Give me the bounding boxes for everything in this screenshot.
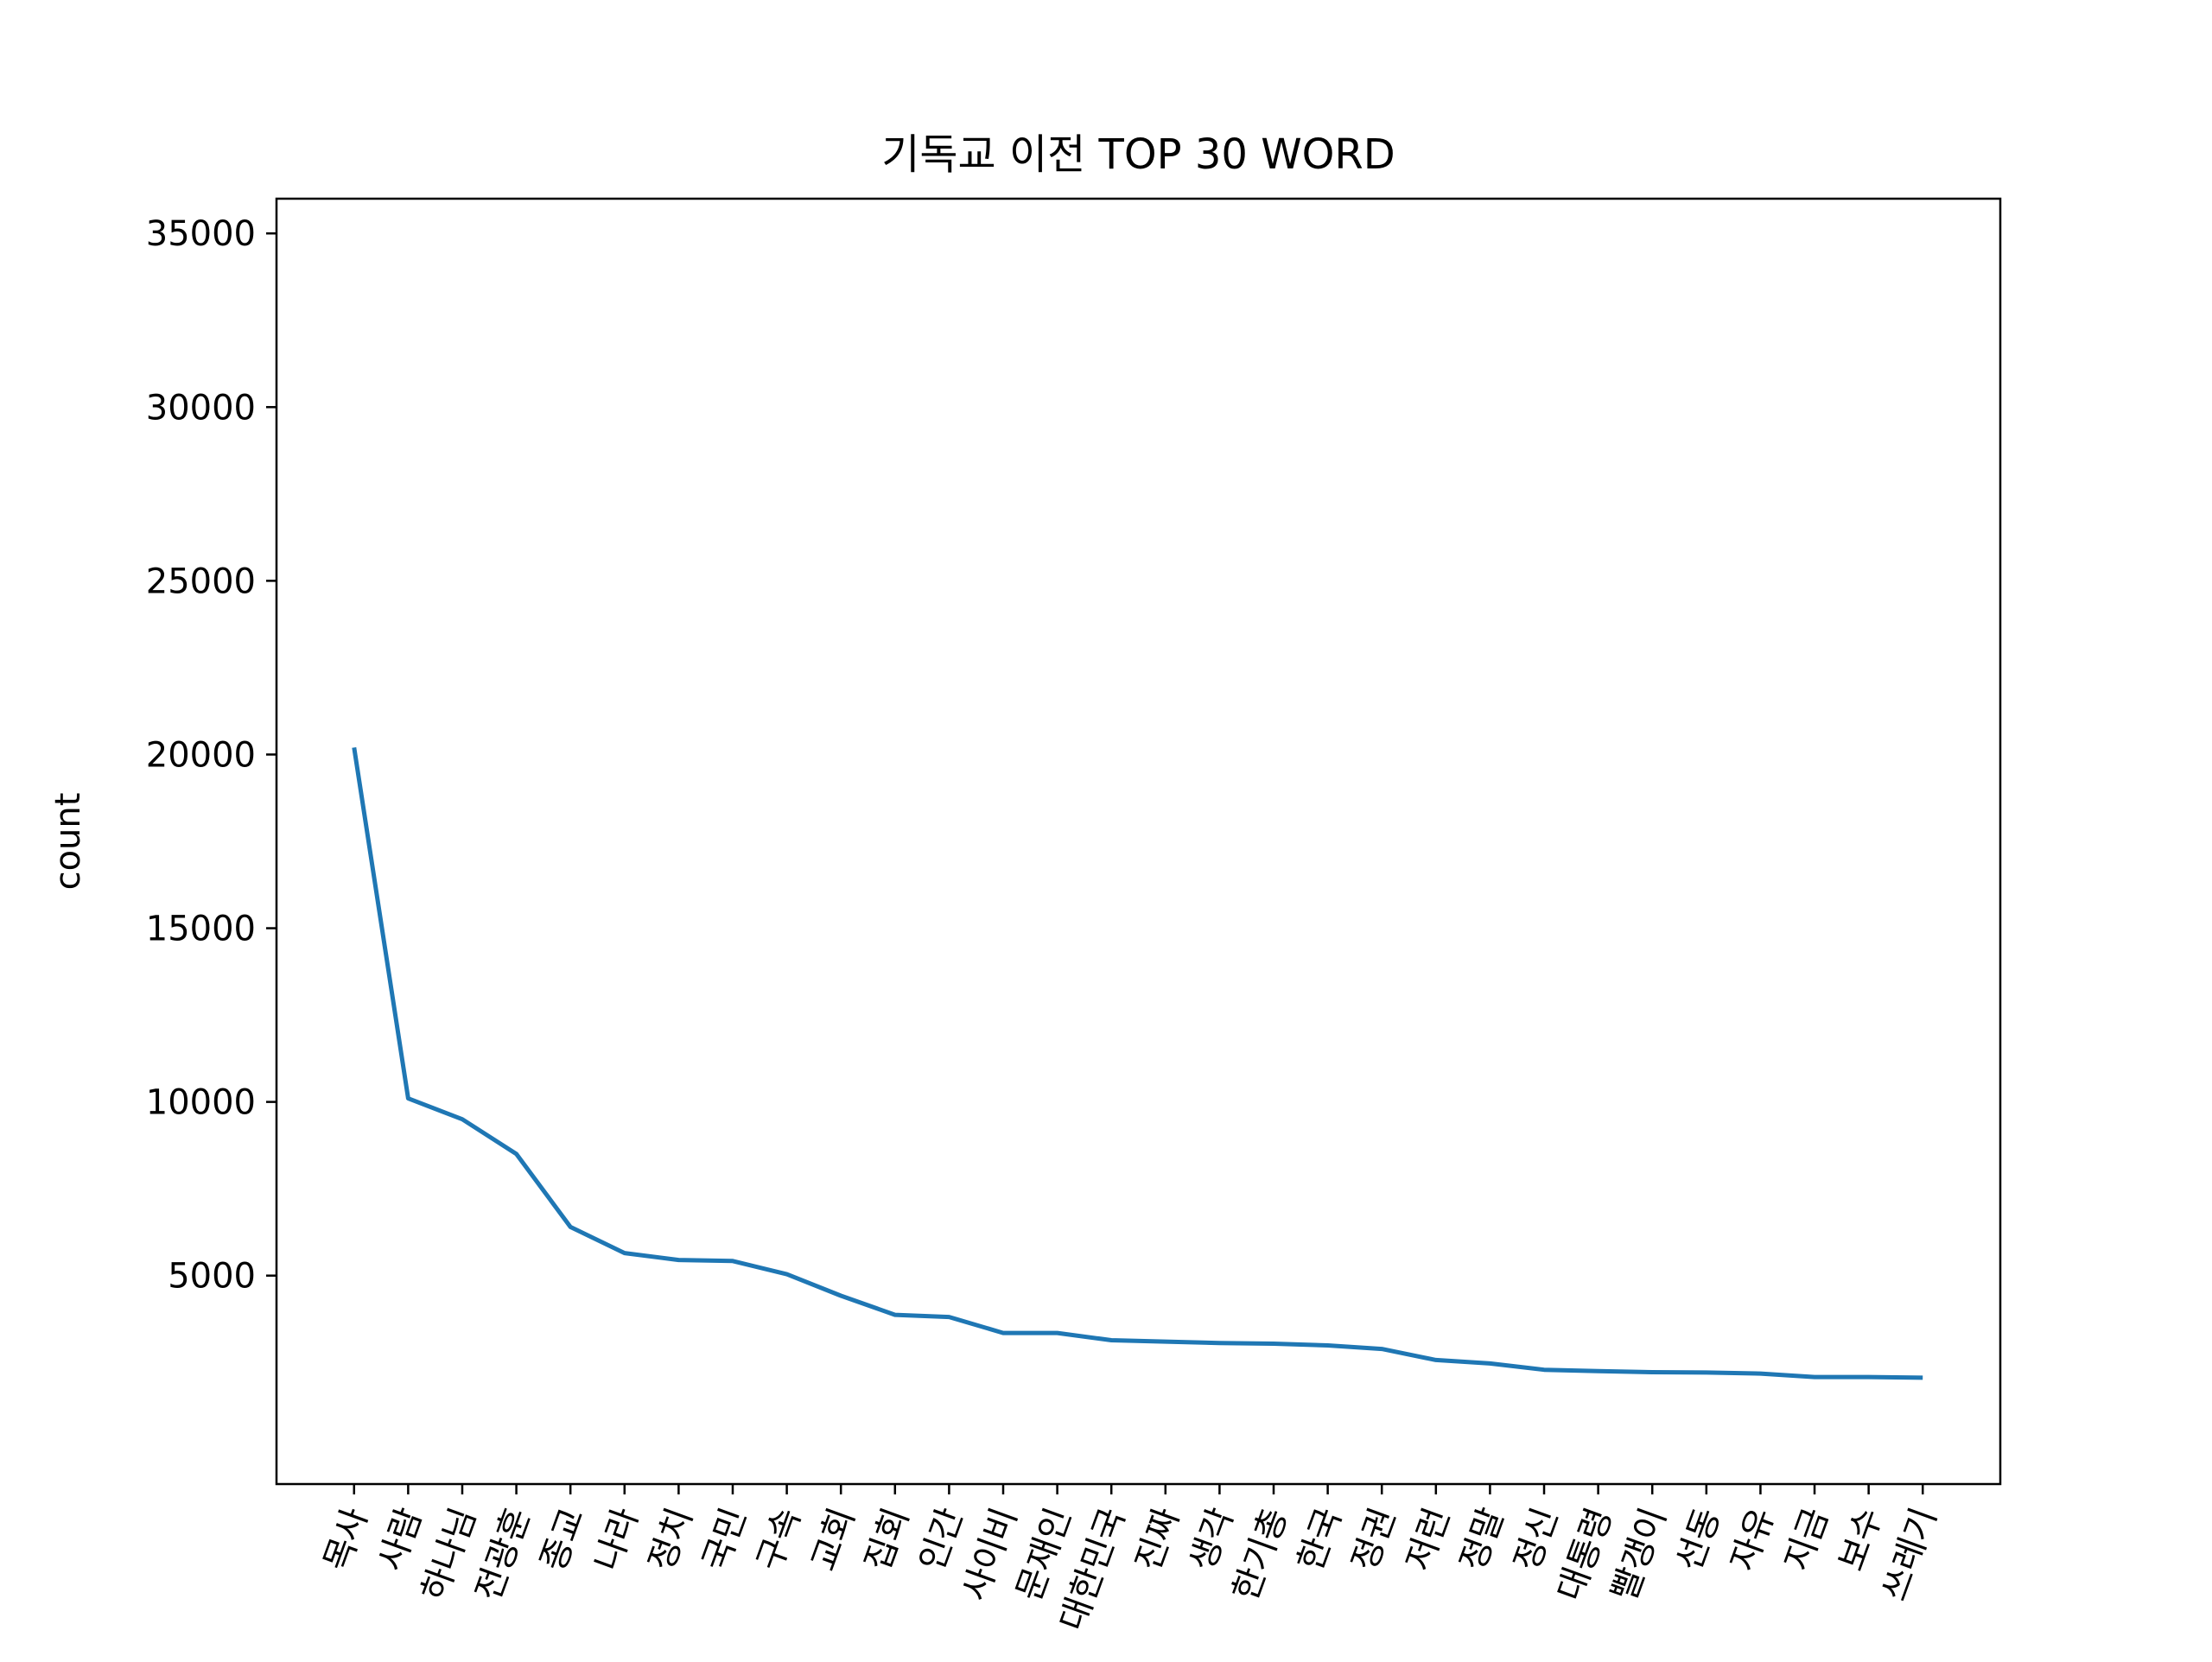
series-layer <box>352 747 1923 1380</box>
x-tick-label: 정치 <box>641 1503 700 1576</box>
x-tick-label: 보수 <box>1832 1503 1891 1576</box>
y-axis: 5000 10000 15000 20000 25000 30000 35000 <box>146 214 276 1297</box>
x-tick-label: 목사 <box>317 1503 376 1576</box>
series-line <box>352 747 1923 1380</box>
x-tick-label: 정권 <box>1344 1503 1403 1576</box>
x-tick-label: 선동 <box>1669 1503 1728 1576</box>
x-tick-label: 구속 <box>750 1503 809 1576</box>
y-tick-label: 25000 <box>146 561 256 601</box>
x-tick-label: 저런 <box>1399 1503 1458 1576</box>
x-tick-label: 사람 <box>371 1503 429 1576</box>
y-tick-label: 20000 <box>146 735 256 775</box>
x-tick-label: 인간 <box>912 1503 970 1576</box>
x-tick-label: 생각 <box>1182 1503 1241 1576</box>
x-axis: 목사사람하나님전광훈종교나라정치국민구속교회집회인간사이비문재인대한민국진짜생각… <box>317 1484 1945 1636</box>
x-tick-label: 나라 <box>588 1503 646 1576</box>
x-tick-label: 자유 <box>1723 1503 1782 1576</box>
x-tick-label: 집회 <box>858 1503 917 1576</box>
x-tick-label: 정신 <box>1507 1503 1566 1576</box>
x-tick-label: 진짜 <box>1128 1503 1187 1576</box>
y-axis-label: count <box>48 793 88 891</box>
y-tick-label: 10000 <box>146 1083 256 1123</box>
x-tick-label: 국민 <box>696 1503 754 1576</box>
y-tick-label: 5000 <box>168 1257 256 1297</box>
x-tick-label: 한국 <box>1291 1503 1350 1576</box>
y-tick-label: 35000 <box>146 214 256 254</box>
chart-title: 기독교 이전 TOP 30 WORD <box>881 130 1395 179</box>
plot-frame <box>275 197 2002 1486</box>
x-tick-label: 지금 <box>1777 1503 1836 1576</box>
x-tick-label: 교회 <box>804 1503 862 1576</box>
y-tick-label: 15000 <box>146 910 256 949</box>
y-tick-label: 30000 <box>146 388 256 428</box>
x-tick-label: 정말 <box>1452 1503 1511 1576</box>
x-tick-label: 종교 <box>533 1503 592 1576</box>
